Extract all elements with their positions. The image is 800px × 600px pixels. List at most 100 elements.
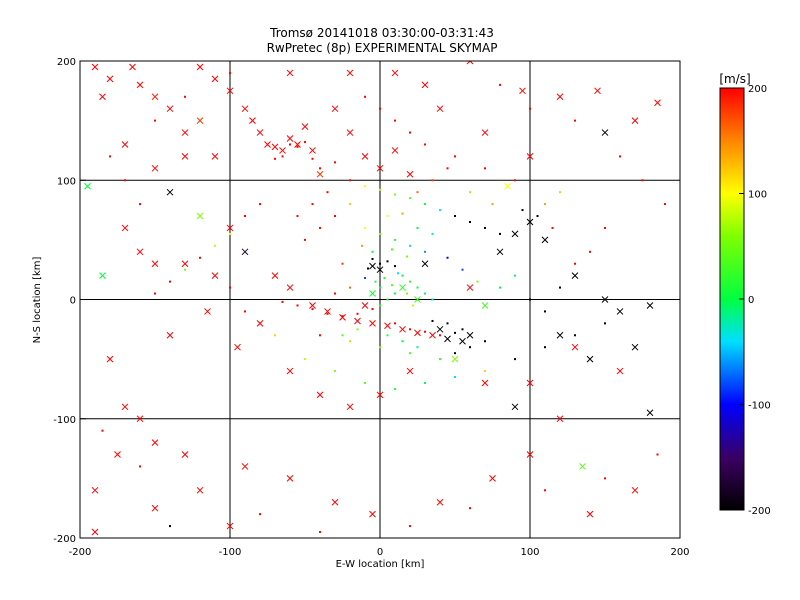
data-point-dot [356,328,359,331]
data-point-x [436,498,444,506]
data-point-x [316,391,324,399]
data-point-dot [124,179,126,182]
data-point-x [279,147,286,154]
data-point-dot [431,319,434,322]
data-point-dot [319,531,321,534]
data-point-dot [446,167,449,170]
data-point-x [646,302,654,309]
data-point-x [631,343,639,351]
data-point-dot [139,203,141,206]
data-point-dot [334,215,336,218]
y-axis-ticks: -200 -100 0 100 200 [53,57,86,545]
data-point-x [249,117,256,124]
data-point-dot [379,188,381,191]
y-tick-label: 200 [57,57,76,68]
data-point-dot [499,83,501,86]
y-tick-label: -200 [53,534,76,545]
data-point-dot [184,95,186,98]
data-point-x [496,248,504,256]
data-point-x [204,308,211,315]
data-point-x [91,486,99,494]
data-point-dot [484,226,486,229]
data-point-dot [409,197,411,200]
data-point-dot [514,274,516,277]
data-point-dot [514,179,516,182]
data-point-x [436,325,444,333]
data-point-dot [529,298,531,301]
data-point-dot [139,465,141,468]
data-point-x [436,105,444,113]
y-tick-label: -100 [53,415,76,426]
data-point-dot [199,256,201,259]
data-point-x [226,87,234,95]
colorbar: [m/s] 200 100 0 -100 -200 [719,72,770,517]
data-point-x [526,218,534,226]
data-point-dot [461,328,464,331]
data-point-x [331,498,339,506]
data-point-x [256,319,264,327]
data-point-dot [334,161,336,164]
data-point-dot [424,250,426,253]
data-point-x [196,63,204,71]
data-point-x [84,182,91,190]
data-point-x [481,129,489,136]
data-point-dot [529,107,531,110]
data-point-dot [454,376,456,379]
data-point-dot [296,215,299,218]
data-point-dot [367,267,369,270]
x-tick-label: -200 [69,547,92,558]
data-point-dot [469,507,471,510]
data-point-dot [574,262,576,265]
data-point-dot [499,232,501,235]
data-point-dot [544,203,546,206]
data-point-dot [394,119,396,122]
data-point-dot [406,292,408,295]
data-point-x [631,486,639,494]
data-point-dot [469,220,471,223]
data-point-x [571,343,579,351]
data-point-x [594,87,601,95]
data-point-dot [619,155,621,158]
data-point-x [376,391,384,399]
data-point-x [181,153,189,160]
data-point-dot [409,280,411,283]
data-point-dot [446,322,449,325]
data-point-dot [386,334,389,337]
data-point-dot [341,315,344,318]
data-point-dot [409,244,411,247]
colorbar-tick-label: 0 [748,295,754,306]
data-point-dot [401,212,404,215]
data-point-dot [551,226,554,229]
x-axis-ticks: -200 -100 0 100 200 [69,532,690,558]
data-point-dot [356,312,359,315]
data-point-dot [274,157,276,160]
data-point-dot [394,238,396,241]
data-point-x [369,290,376,297]
data-point-x [586,510,594,518]
data-point-x [286,69,294,77]
colorbar-tick-label: 100 [748,190,767,201]
data-point-dot [424,203,426,206]
data-point-dot [544,489,546,492]
data-point-dot [544,346,546,349]
data-point-dot [409,328,411,331]
x-tick-label: -100 [219,547,242,558]
data-point-x [556,331,564,339]
data-point-dot [334,292,336,295]
data-point-x [234,343,241,351]
data-point-x [294,141,301,148]
data-point-dot [391,248,393,251]
data-point-x [91,528,99,536]
data-point-x [331,105,339,113]
y-axis-label: N-S location [km] [32,257,43,344]
data-point-dot [416,346,419,349]
data-point-dot [361,244,363,247]
data-point-x [481,379,489,387]
data-point-dot [589,250,591,253]
data-point-x [286,367,294,375]
data-point-dot [391,284,393,287]
data-point-x [211,153,219,160]
data-point-x [241,105,249,113]
data-point-x [286,284,294,291]
